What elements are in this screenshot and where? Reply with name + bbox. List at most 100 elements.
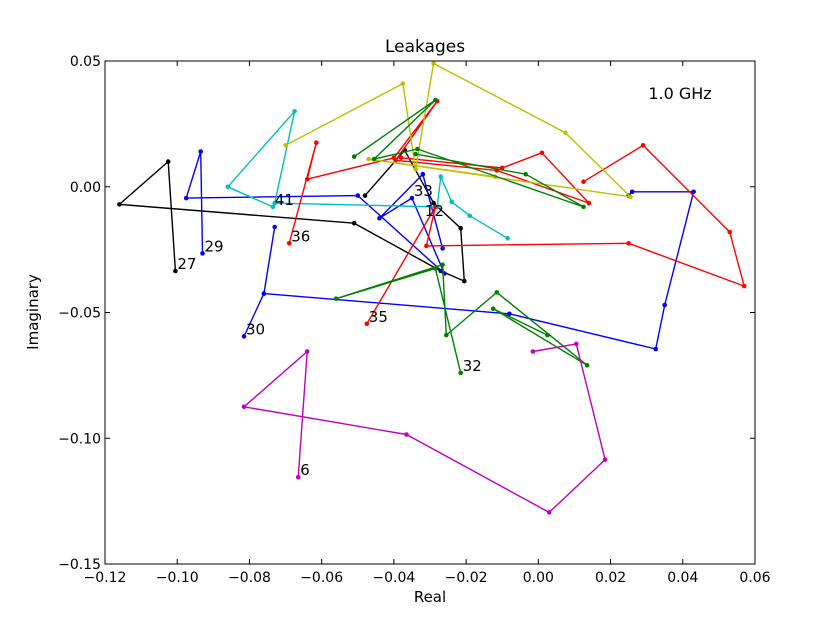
data-point bbox=[295, 474, 301, 480]
data-point bbox=[351, 220, 357, 226]
point-label: 27 bbox=[177, 255, 196, 273]
data-point bbox=[420, 171, 426, 177]
point-labels-layer: 27 29 30 41 36 35 33 12 32 6 bbox=[177, 182, 481, 479]
data-point bbox=[433, 97, 438, 103]
data-point bbox=[494, 290, 500, 295]
data-point bbox=[431, 200, 436, 206]
data-point bbox=[440, 246, 445, 251]
data-point bbox=[400, 81, 406, 86]
data-point bbox=[490, 306, 496, 312]
data-point bbox=[292, 109, 297, 114]
series-2 bbox=[241, 189, 696, 352]
x-tick-label: −0.08 bbox=[228, 570, 271, 586]
point-label: 36 bbox=[291, 227, 310, 245]
point-label: 29 bbox=[205, 237, 224, 255]
series-line bbox=[243, 191, 695, 350]
data-point bbox=[393, 158, 399, 163]
data-point bbox=[431, 61, 436, 66]
data-point bbox=[304, 176, 310, 182]
series-1 bbox=[183, 149, 447, 276]
series-line bbox=[353, 99, 585, 208]
series-5 bbox=[364, 143, 747, 327]
data-point bbox=[261, 291, 267, 296]
data-point bbox=[440, 262, 445, 268]
frequency-annotation: 1.0 GHz bbox=[648, 84, 711, 103]
ticks-layer: −0.12 −0.10 −0.08 −0.06 −0.04 −0.02 0.00 0.02 0.… bbox=[58, 54, 771, 586]
data-point bbox=[462, 278, 467, 284]
data-point bbox=[546, 510, 552, 515]
x-tick-label: −0.02 bbox=[445, 570, 488, 586]
data-point bbox=[272, 200, 278, 206]
series-8 bbox=[333, 262, 590, 376]
data-point bbox=[241, 404, 247, 410]
x-tick-label: 0.06 bbox=[739, 570, 770, 586]
x-tick-label: 0.02 bbox=[595, 570, 626, 586]
data-point bbox=[581, 179, 586, 184]
data-point bbox=[304, 349, 310, 354]
data-point bbox=[398, 155, 404, 161]
data-point bbox=[433, 204, 438, 210]
data-point bbox=[563, 130, 568, 135]
data-point bbox=[333, 296, 339, 302]
data-point bbox=[283, 143, 288, 148]
data-point bbox=[362, 193, 368, 198]
data-point bbox=[574, 341, 579, 347]
series-6 bbox=[283, 61, 633, 200]
chart-title: Leakages bbox=[385, 37, 465, 57]
point-label: 32 bbox=[463, 357, 482, 375]
data-point bbox=[449, 199, 455, 205]
data-point bbox=[200, 251, 205, 256]
data-point bbox=[270, 204, 276, 210]
data-point bbox=[424, 243, 429, 249]
data-point bbox=[545, 332, 550, 338]
data-point bbox=[640, 143, 646, 148]
data-point bbox=[314, 140, 319, 145]
data-point bbox=[539, 150, 545, 156]
data-point bbox=[727, 229, 732, 235]
data-point bbox=[117, 202, 122, 207]
data-point bbox=[458, 225, 464, 231]
point-label: 6 bbox=[300, 461, 310, 479]
data-point bbox=[413, 151, 418, 157]
data-point bbox=[183, 195, 189, 201]
x-tick-label: −0.12 bbox=[84, 570, 127, 586]
data-point bbox=[505, 236, 510, 241]
data-point bbox=[653, 346, 658, 352]
data-point bbox=[286, 241, 292, 246]
point-label: 30 bbox=[246, 320, 265, 338]
point-label: 41 bbox=[275, 191, 294, 209]
data-point bbox=[584, 363, 590, 368]
series-0 bbox=[117, 148, 467, 284]
point-label: 33 bbox=[414, 182, 433, 200]
series-line bbox=[118, 149, 465, 282]
series-3 bbox=[225, 109, 510, 241]
data-point bbox=[404, 432, 409, 437]
data-point bbox=[586, 200, 592, 206]
data-point bbox=[364, 321, 370, 327]
y-tick-label: −0.05 bbox=[58, 306, 101, 322]
series-7 bbox=[351, 97, 586, 210]
x-tick-label: −0.06 bbox=[300, 570, 343, 586]
data-point bbox=[241, 334, 247, 339]
x-tick-label: 0.00 bbox=[523, 570, 554, 586]
x-tick-label: 0.04 bbox=[667, 570, 698, 586]
series-line bbox=[227, 110, 508, 239]
data-point bbox=[415, 146, 420, 152]
data-point bbox=[628, 194, 633, 200]
data-point bbox=[626, 241, 631, 246]
data-point bbox=[413, 166, 418, 172]
data-point bbox=[198, 149, 203, 154]
plot-area-frame bbox=[104, 60, 756, 565]
data-point bbox=[691, 189, 696, 195]
data-point bbox=[581, 204, 586, 210]
data-point bbox=[438, 174, 444, 179]
y-axis-title: Imaginary bbox=[24, 274, 42, 350]
data-point bbox=[377, 215, 382, 221]
data-point bbox=[530, 349, 536, 354]
point-label: 12 bbox=[425, 202, 444, 220]
data-point bbox=[602, 457, 608, 462]
series-layer bbox=[117, 61, 747, 515]
series-line bbox=[285, 62, 632, 198]
data-point bbox=[165, 159, 171, 164]
